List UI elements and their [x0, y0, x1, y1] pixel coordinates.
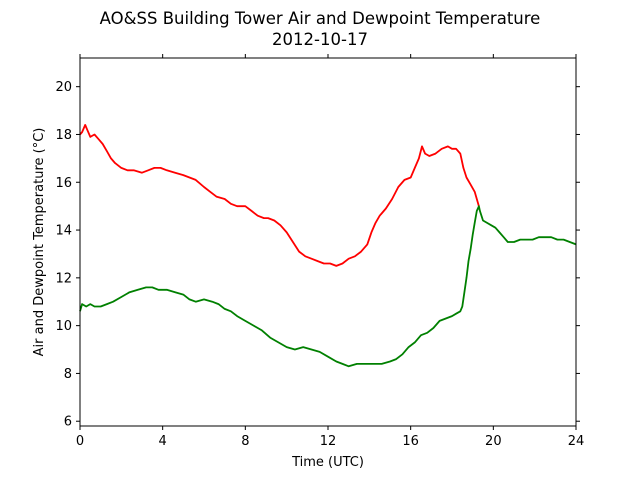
y-axis-label: Air and Dewpoint Temperature (°C): [32, 128, 47, 357]
tick-layer: 0 4 8 12 16 20 24 6 8 10 12 14 16 18 20: [55, 54, 584, 449]
y-tick-label: 6: [64, 415, 72, 430]
y-tick-label: 16: [55, 176, 72, 191]
chart-subtitle: 2012-10-17: [272, 30, 368, 49]
y-tick-label: 12: [55, 271, 72, 286]
x-axis-label: Time (UTC): [291, 455, 364, 470]
x-tick-label: 20: [485, 434, 502, 449]
x-tick-label: 24: [568, 434, 585, 449]
x-tick-label: 8: [241, 434, 249, 449]
y-tick-label: 18: [55, 128, 72, 143]
y-tick-label: 14: [55, 224, 72, 239]
y-tick-label: 10: [55, 319, 72, 334]
x-tick-label: 0: [76, 434, 84, 449]
x-tick-label: 12: [320, 434, 337, 449]
series-line-0: [79, 124, 480, 267]
x-tick-label: 4: [159, 434, 167, 449]
chart-title: AO&SS Building Tower Air and Dewpoint Te…: [100, 9, 541, 28]
x-tick-label: 16: [402, 434, 419, 449]
plot-frame: [79, 57, 577, 427]
series-line-1: [79, 205, 577, 368]
y-tick-label: 20: [55, 80, 72, 95]
y-tick-label: 8: [64, 367, 72, 382]
series-layer: [79, 124, 577, 368]
